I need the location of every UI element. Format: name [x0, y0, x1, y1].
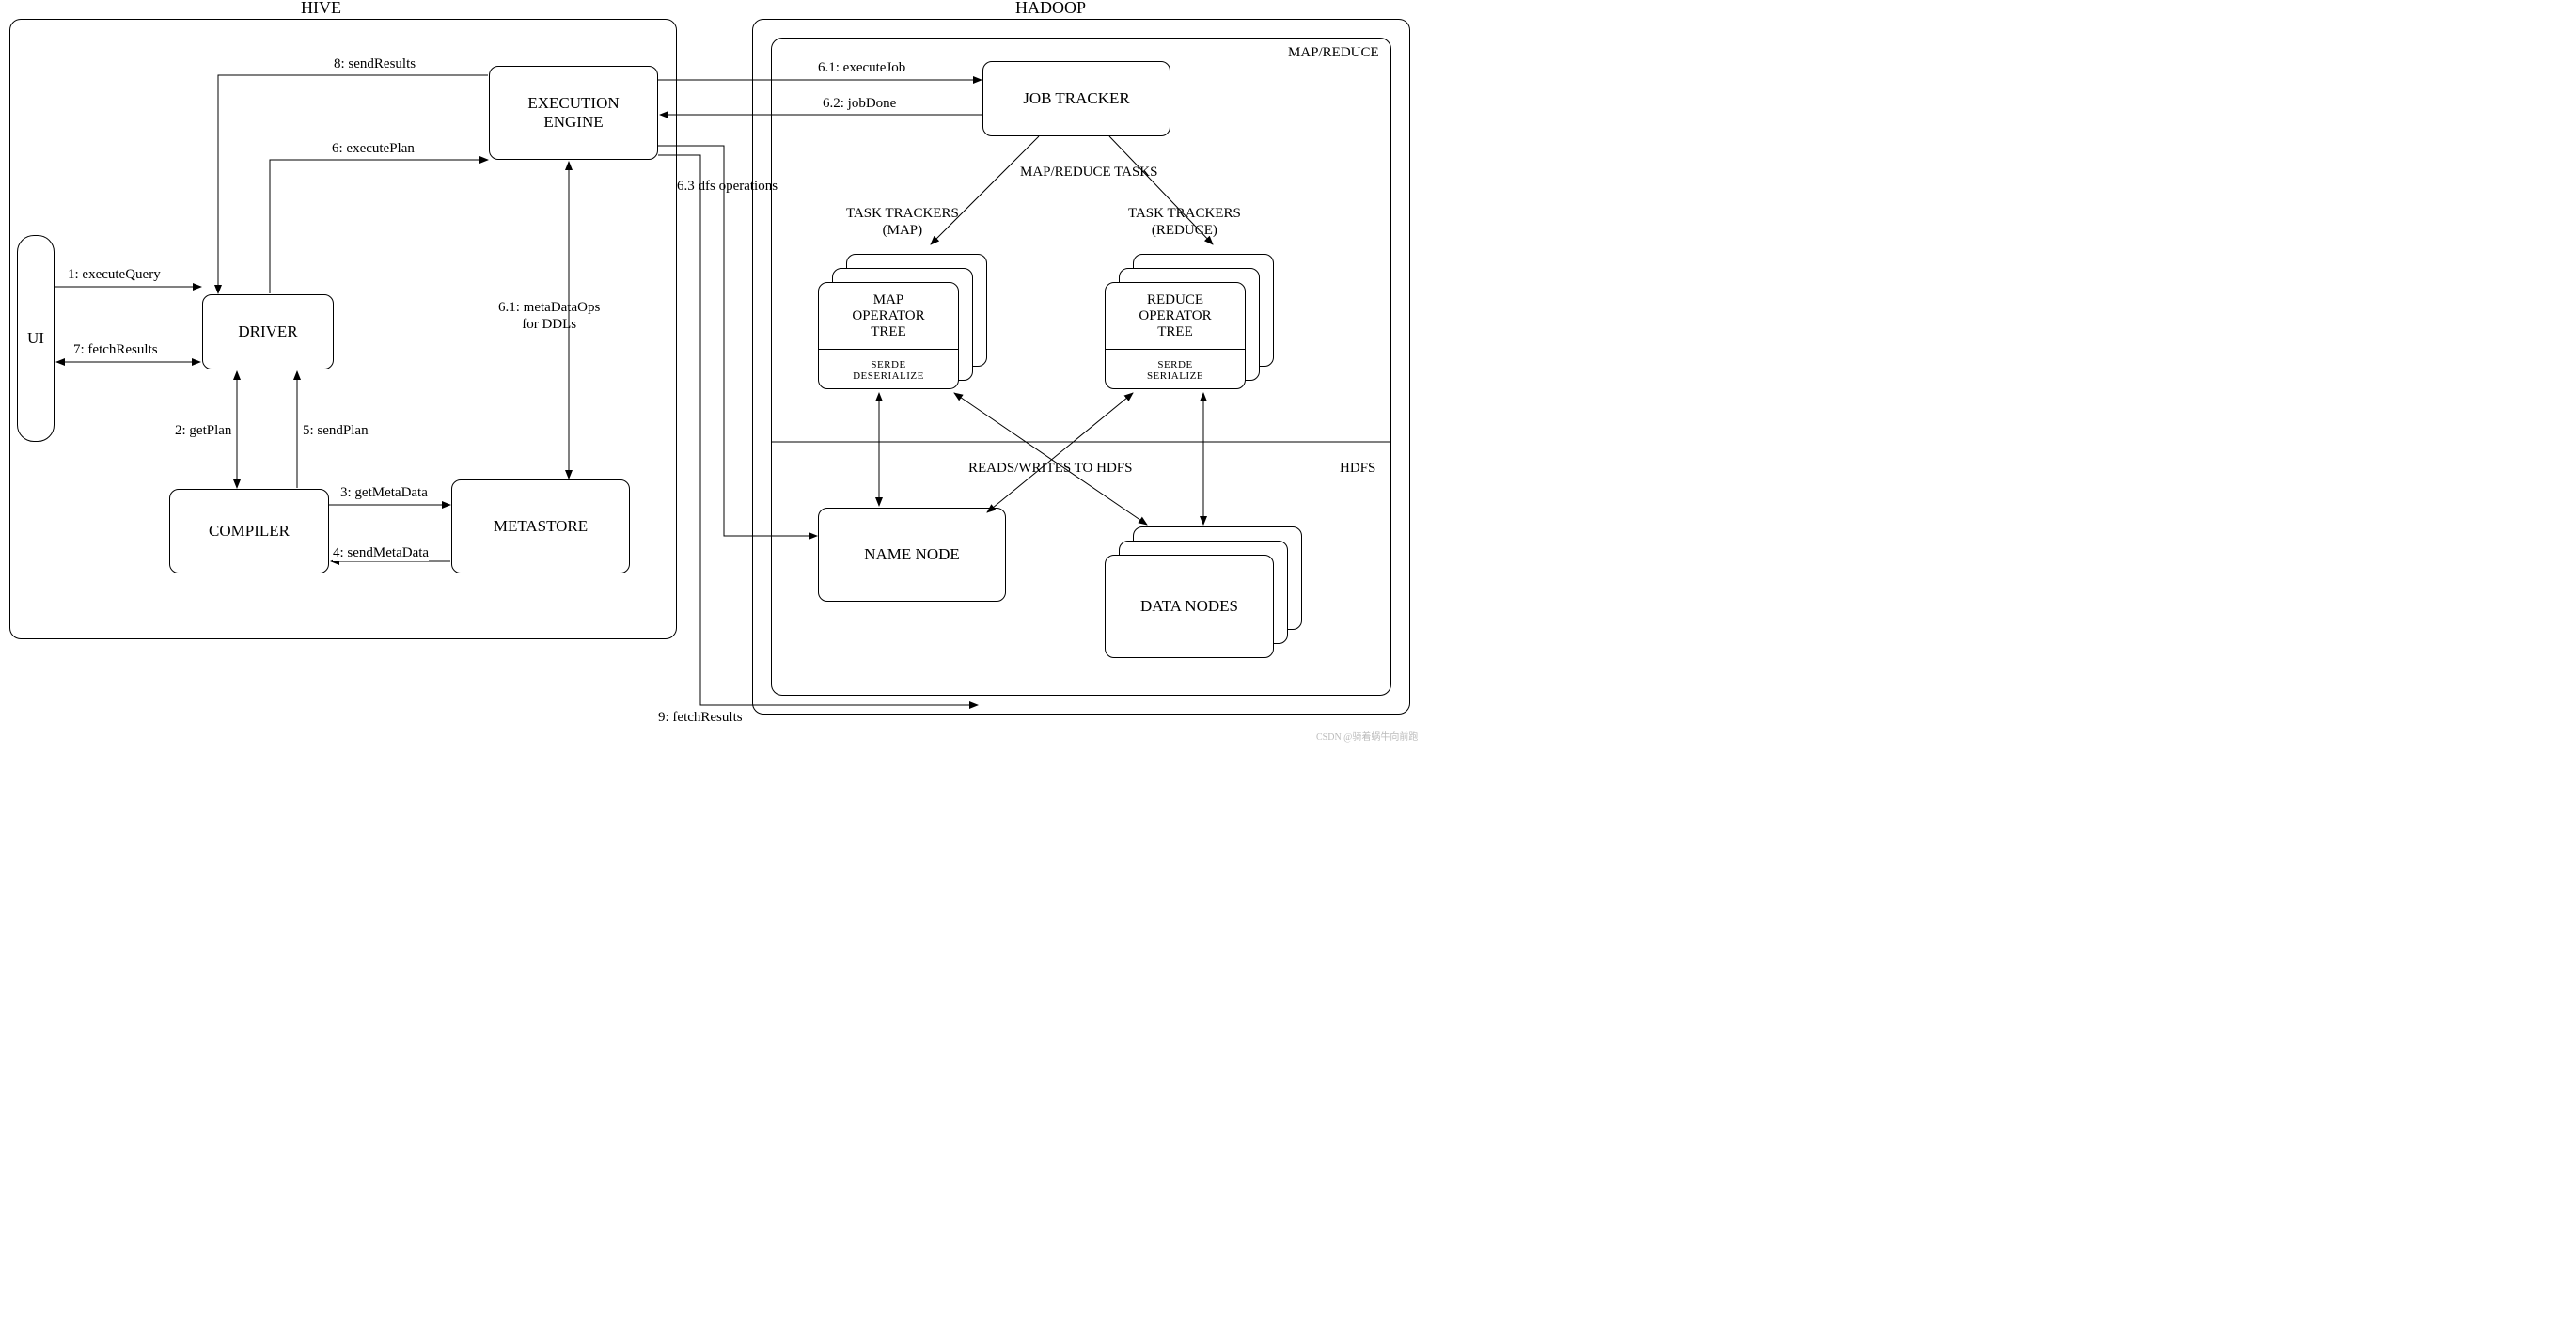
- e63-label: 6.3 dfs operations: [677, 179, 778, 195]
- e3-label: 3: getMetaData: [340, 485, 428, 501]
- rw-hdfs-label: READS/WRITES TO HDFS: [968, 461, 1132, 477]
- e1-label: 1: executeQuery: [68, 267, 161, 283]
- diagram-canvas: HIVE HADOOP MAP/REDUCE HDFS UI DRIVER CO…: [0, 0, 1429, 743]
- e61-label: 6.1: executeJob: [818, 60, 905, 76]
- e7-label: 7: fetchResults: [73, 342, 158, 358]
- arrows-layer: [0, 0, 1429, 743]
- e61m-label: 6.1: metaDataOps for DDLs: [498, 299, 600, 333]
- e4-label: 4: sendMetaData: [333, 545, 429, 561]
- e5-label: 5: sendPlan: [303, 423, 369, 439]
- watermark: CSDN @骑着蜗牛向前跑: [1316, 729, 1418, 743]
- e62-label: 6.2: jobDone: [823, 96, 896, 112]
- e6-label: 6: executePlan: [332, 141, 415, 157]
- e2-label: 2: getPlan: [175, 423, 231, 439]
- e61m-l2: for DDLs: [522, 317, 576, 332]
- e9-label: 9: fetchResults: [658, 710, 743, 726]
- e8-label: 8: sendResults: [334, 56, 416, 72]
- e61m-l1: 6.1: metaDataOps: [498, 300, 600, 315]
- mr-tasks-label: MAP/REDUCE TASKS: [1020, 165, 1157, 181]
